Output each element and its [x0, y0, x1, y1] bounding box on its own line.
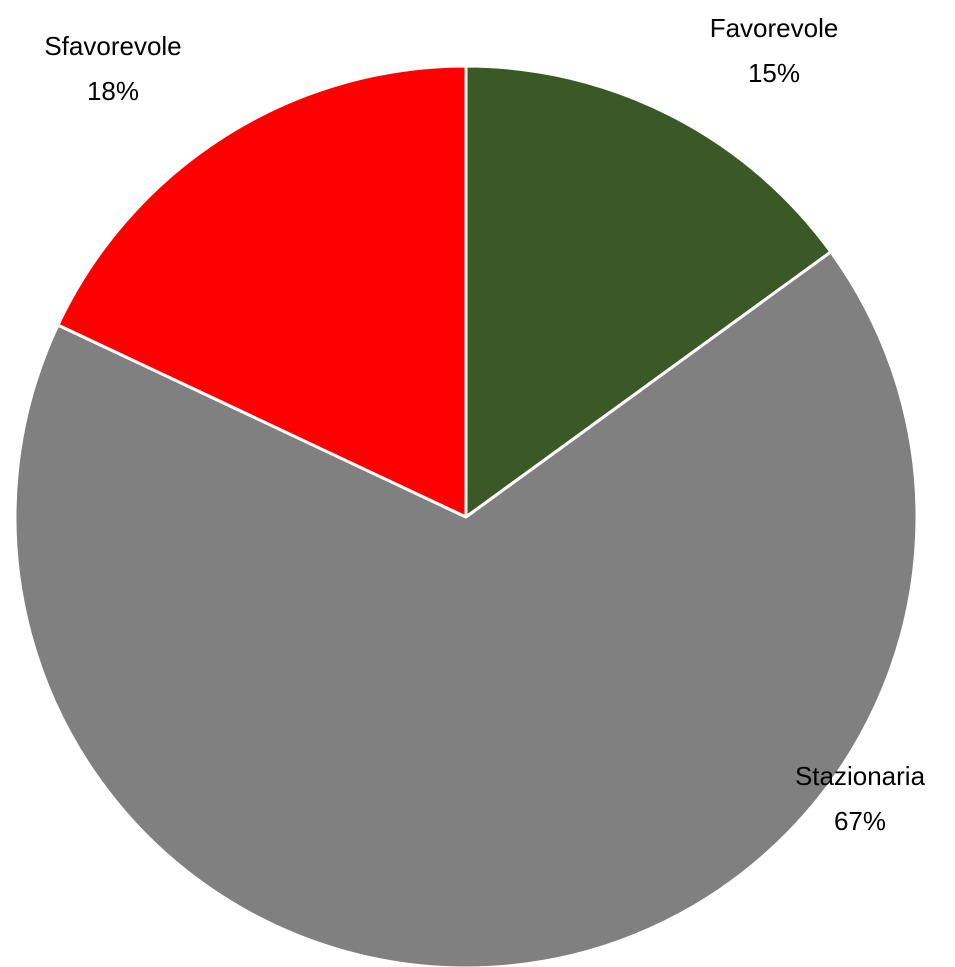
- slice-label: Stazionaria: [795, 761, 926, 791]
- pie-slice: [13, 250, 919, 967]
- slice-value-label: 15%: [748, 58, 800, 88]
- slice-label: Sfavorevole: [44, 31, 181, 61]
- slice-value-label: 67%: [834, 806, 886, 836]
- pie-slice: [464, 64, 833, 519]
- slice-label: Favorevole: [710, 13, 839, 43]
- pie-slice: [56, 64, 468, 519]
- slice-value-label: 18%: [87, 76, 139, 106]
